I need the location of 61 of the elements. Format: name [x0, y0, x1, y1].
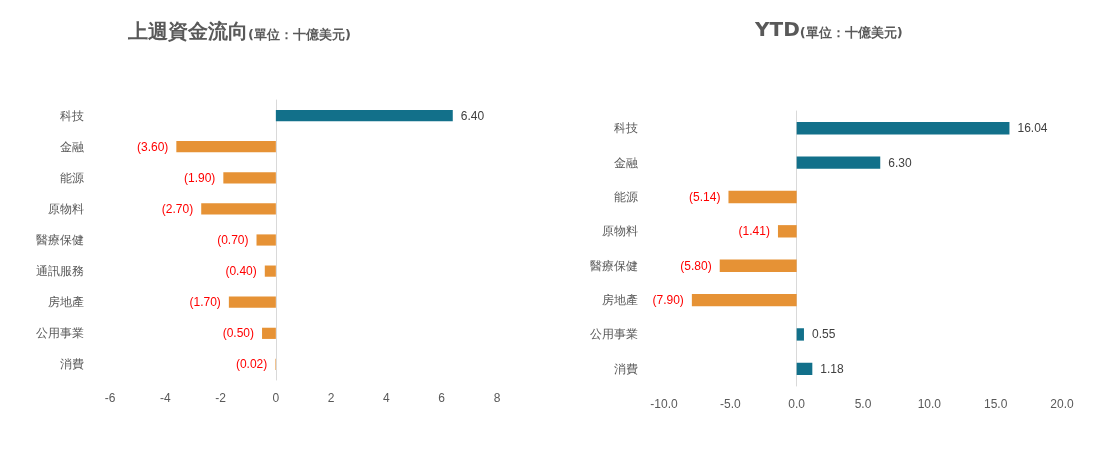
x-tick-label: 15.0 — [983, 397, 1008, 411]
y-tick-label: 金融 — [614, 155, 638, 170]
y-tick-label: 公用事業 — [36, 326, 84, 341]
y-tick-label: 通訊服務 — [36, 264, 84, 279]
data-label: 6.30 — [888, 155, 912, 170]
data-label: 0.55 — [811, 327, 836, 342]
y-tick-label: 能源 — [614, 189, 638, 204]
data-label: (0.02) — [235, 357, 268, 372]
x-tick-label: 6 — [438, 391, 446, 405]
bar — [777, 225, 797, 238]
y-tick-label: 原物料 — [602, 224, 638, 239]
x-tick-label: 2 — [327, 391, 335, 405]
data-label: (1.70) — [189, 295, 221, 310]
x-tick-label: 4 — [383, 391, 391, 405]
x-tick-label: -6 — [104, 391, 116, 405]
chart-subtitle: (單位：十億美元) — [799, 25, 903, 40]
x-tick-label: 0 — [272, 391, 280, 405]
y-tick-label: 原物料 — [48, 201, 84, 216]
data-label: (1.41) — [738, 224, 770, 239]
y-tick-label: 房地產 — [48, 295, 84, 310]
bar — [796, 328, 804, 341]
x-tick-label: 8 — [493, 391, 501, 405]
y-tick-label: 醫療保健 — [590, 258, 638, 273]
y-tick-label: 醫療保健 — [36, 233, 84, 247]
x-tick-label: -4 — [159, 391, 171, 405]
bar — [719, 259, 797, 272]
x-tick-label: -10.0 — [650, 397, 678, 411]
data-label: (3.60) — [136, 139, 169, 154]
data-label: (7.90) — [652, 293, 684, 308]
chart-title: YTD — [754, 17, 800, 41]
chart-title: 上週資金流向 — [127, 19, 248, 43]
y-tick-label: 能源 — [60, 170, 84, 185]
bar — [691, 293, 797, 307]
bar — [796, 362, 813, 375]
y-tick-label: 消費 — [60, 357, 84, 372]
data-label: (1.90) — [183, 170, 216, 185]
y-tick-label: 科技 — [614, 121, 638, 136]
data-label: (5.80) — [680, 258, 712, 273]
y-tick-label: 公用事業 — [590, 327, 638, 342]
data-label: 6.40 — [460, 108, 485, 123]
data-label: (0.70) — [217, 233, 249, 247]
data-label: (2.70) — [161, 201, 194, 216]
chart-subtitle: (單位：十億美元) — [248, 27, 351, 42]
x-tick-label: 20.0 — [1050, 397, 1074, 411]
y-tick-label: 金融 — [60, 139, 84, 154]
data-label: (5.14) — [689, 189, 721, 204]
x-tick-label: 5.0 — [854, 397, 872, 411]
data-label: 1.18 — [820, 361, 844, 376]
data-label: 16.04 — [1017, 121, 1048, 136]
y-tick-label: 房地產 — [602, 293, 638, 308]
bar — [796, 122, 1010, 135]
y-tick-label: 科技 — [60, 108, 84, 123]
data-label: (0.40) — [225, 264, 257, 279]
x-tick-label: -2 — [215, 391, 227, 405]
y-tick-label: 消費 — [614, 361, 638, 376]
x-tick-label: 0.0 — [788, 397, 806, 411]
x-tick-label: -5.0 — [719, 397, 741, 411]
bar — [728, 190, 797, 204]
bar — [796, 156, 881, 169]
data-label: (0.50) — [222, 326, 255, 341]
x-tick-label: 10.0 — [917, 397, 942, 411]
